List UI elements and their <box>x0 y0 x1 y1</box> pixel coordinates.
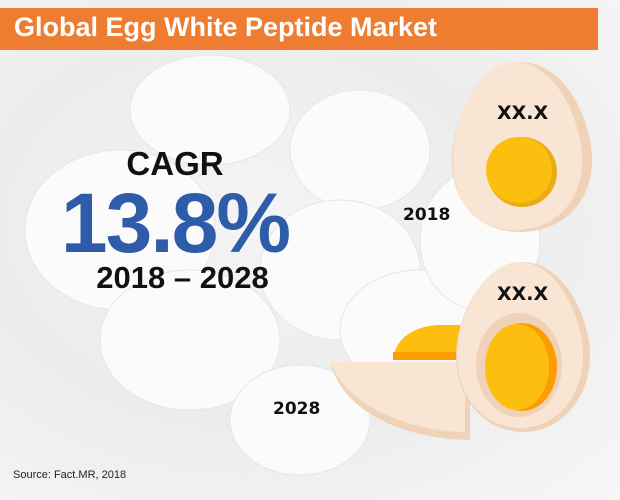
title-bar: Global Egg White Peptide Market <box>0 8 598 50</box>
egg-2018-year: 2018 <box>403 205 451 225</box>
egg-2028-value: XX.X <box>497 283 549 305</box>
egg-half-piece-icon <box>330 325 470 440</box>
cagr-label: CAGR <box>126 145 224 182</box>
cagr-value: 13.8% <box>60 176 291 270</box>
page-title: Global Egg White Peptide Market <box>14 12 438 42</box>
source-note: Source: Fact.MR, 2018 <box>13 469 127 481</box>
egg-2028-icon <box>456 262 590 432</box>
cagr-period: 2018 – 2028 <box>96 260 269 295</box>
egg-2018-icon <box>452 62 592 232</box>
egg-2028-year: 2028 <box>273 399 321 419</box>
egg-2018-value: XX.X <box>497 102 549 124</box>
